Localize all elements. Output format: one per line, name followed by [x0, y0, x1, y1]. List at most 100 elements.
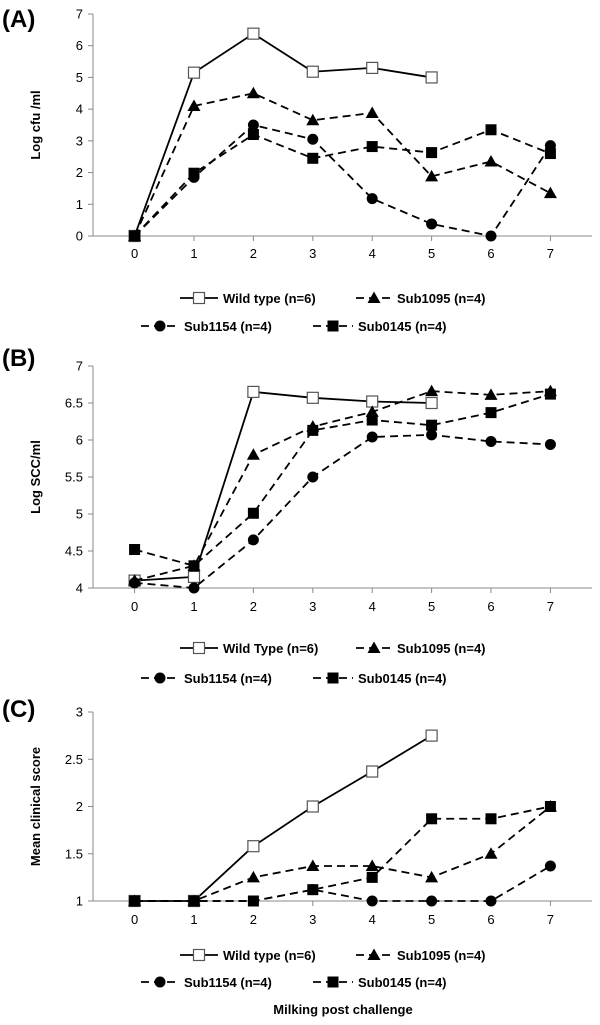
y-tick-label: 5 — [76, 70, 83, 85]
x-tick-label: 0 — [131, 599, 138, 614]
series-line-wild — [134, 734, 433, 902]
y-tick-label: 2 — [76, 165, 83, 180]
data-point — [365, 106, 379, 118]
panel-c: (C) 1 1.5 2 2.5 3 0 1 2 3 4 5 6 7 Mean clinical score M… — [2, 696, 592, 1017]
legend-entry: Sub1095 (n=4) — [356, 291, 486, 306]
series-line-sub0145 — [133, 128, 551, 237]
panel-b: (B) 4 4.5 5 5.5 6 6.5 7 0 1 2 3 4 5 6 7 Log SCC/ml Wild T… — [2, 345, 592, 686]
data-point — [246, 870, 260, 883]
data-point — [307, 884, 319, 896]
y-axis-label: Log SCC/ml — [28, 440, 43, 514]
series-line-wild — [133, 32, 432, 237]
legend-entry: Wild Type (n=6) — [180, 641, 318, 656]
legend-label: Wild type (n=6) — [223, 291, 316, 306]
y-tick-label: 7 — [76, 359, 83, 374]
data-point — [247, 895, 259, 907]
data-point — [247, 507, 259, 519]
legend-entry: Sub1095 (n=4) — [356, 948, 486, 963]
data-point — [426, 429, 438, 441]
data-point — [544, 801, 556, 812]
data-point — [188, 167, 200, 179]
y-tick-label: 1 — [76, 197, 83, 212]
x-tick-label: 4 — [369, 246, 376, 261]
data-point — [484, 388, 498, 400]
legend-marker — [367, 948, 381, 960]
data-point — [307, 152, 319, 164]
legend-marker — [154, 320, 166, 332]
data-point — [365, 405, 379, 417]
legend-entry: Sub1154 (n=4) — [141, 319, 272, 334]
data-point — [425, 71, 438, 84]
panel-label: (C) — [2, 696, 35, 723]
panel-label: (A) — [2, 6, 35, 33]
x-tick-label: 6 — [487, 599, 494, 614]
y-tick-label: 3 — [76, 133, 83, 148]
data-point — [425, 384, 439, 397]
x-tick-label: 4 — [369, 912, 376, 927]
x-tick-label: 2 — [250, 912, 257, 927]
x-tick-label: 3 — [309, 246, 316, 261]
data-point — [307, 471, 319, 483]
data-point — [306, 391, 319, 404]
panel-a: (A) 0 1 2 3 4 5 6 7 0 1 2 3 4 5 6 7 Log cfu /ml Wild type … — [2, 6, 592, 334]
x-tick-label: 1 — [190, 912, 197, 927]
data-point — [426, 147, 438, 159]
legend-entry: Sub0145 (n=4) — [313, 319, 447, 334]
data-point — [247, 27, 260, 40]
data-point — [366, 765, 379, 778]
data-point — [129, 895, 141, 907]
data-point — [188, 560, 200, 572]
legend-entry: Wild type (n=6) — [180, 948, 316, 963]
data-point — [426, 895, 438, 907]
legend-label: Sub1154 (n=4) — [184, 319, 272, 334]
x-axis-label: Milking post challenge — [273, 1002, 412, 1017]
y-tick-label: 1.5 — [65, 846, 83, 861]
legend-label: Wild Type (n=6) — [223, 641, 318, 656]
data-point — [247, 129, 259, 141]
legend-label: Sub1154 (n=4) — [184, 671, 272, 686]
series-line-sub0145 — [134, 805, 551, 902]
data-point — [187, 99, 201, 111]
data-point — [544, 438, 556, 450]
data-point — [425, 396, 438, 410]
y-tick-label: 6 — [76, 433, 83, 448]
x-tick-label: 3 — [309, 599, 316, 614]
x-tick-label: 1 — [190, 599, 197, 614]
y-tick-label: 4.5 — [65, 544, 83, 559]
data-point — [544, 388, 556, 400]
data-point — [247, 385, 260, 398]
y-tick-label: 2.5 — [65, 752, 83, 767]
legend-marker — [154, 976, 166, 988]
x-tick-label: 0 — [131, 246, 138, 261]
y-tick-label: 4 — [76, 581, 83, 596]
series-line-sub1095 — [134, 390, 551, 582]
data-point — [485, 813, 497, 825]
data-point — [366, 871, 378, 883]
legend-entry: Sub0145 (n=4) — [313, 671, 447, 686]
y-tick-label: 7 — [76, 7, 83, 22]
legend-label: Sub0145 (n=4) — [358, 975, 447, 990]
y-tick-label: 4 — [76, 102, 83, 117]
data-point — [485, 124, 497, 136]
data-point — [188, 895, 200, 907]
data-point — [366, 414, 378, 426]
data-point — [366, 141, 378, 153]
data-point — [247, 534, 259, 546]
data-point — [485, 407, 497, 419]
data-point — [187, 570, 201, 584]
data-point — [485, 230, 497, 242]
data-point — [366, 895, 378, 907]
legend-label: Sub1095 (n=4) — [397, 291, 486, 306]
data-point — [425, 729, 438, 742]
data-point — [247, 119, 259, 131]
data-point — [306, 113, 320, 126]
data-point — [246, 448, 260, 460]
y-tick-label: 5 — [76, 507, 83, 522]
data-point — [246, 86, 260, 99]
legend-label: Sub1095 (n=4) — [397, 948, 486, 963]
legend-label: Sub1154 (n=4) — [184, 975, 272, 990]
data-point — [129, 544, 141, 556]
legend-marker — [192, 641, 206, 655]
data-point — [306, 859, 320, 872]
data-point — [129, 230, 141, 242]
